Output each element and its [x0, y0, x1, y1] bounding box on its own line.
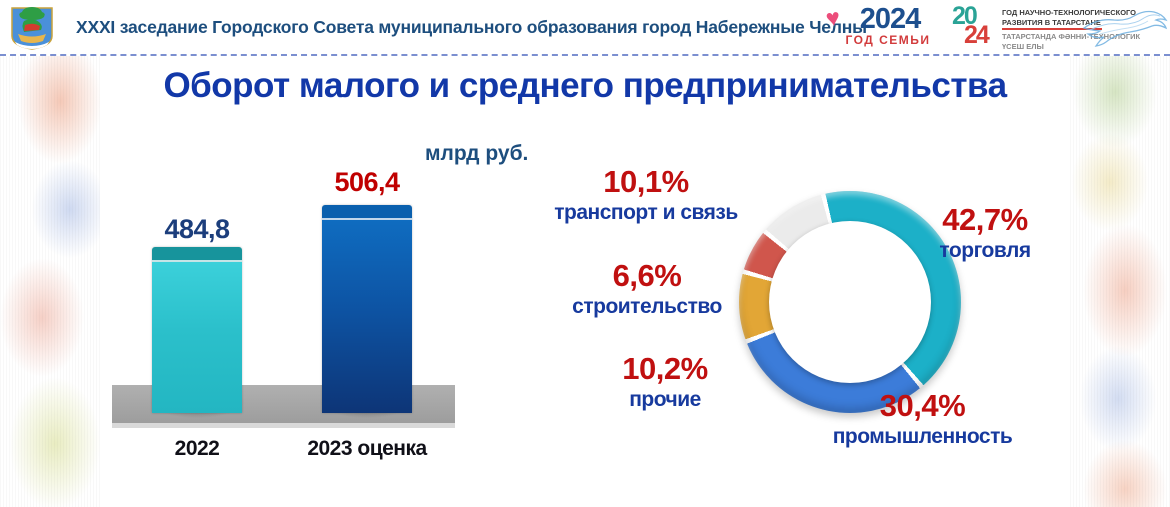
tech-year-line2: РАЗВИТИЯ В ТАТАРСТАНЕ: [1002, 17, 1101, 27]
tech-year-2024-logo: 20 24 ГОД НАУЧНО-ТЕХНОЛОГИЧЕСКОГО РАЗВИТ…: [952, 2, 1168, 52]
donut-pct-trade: 42,7%: [942, 202, 1028, 237]
header-separator-dashed-line: [0, 54, 1170, 56]
donut-label-industry: 30,4% промышленность: [800, 388, 1045, 448]
donut-label-construction: 6,6% строительство: [547, 258, 747, 318]
donut-label-other: 10,2% прочие: [565, 351, 765, 411]
tech-year-line3: ТАТАРСТАНДА ФӘННИ-ТЕХНОЛОГИК: [1002, 32, 1141, 41]
family-year-2024-logo: ♥ 2024 ГОД СЕМЬИ: [824, 3, 942, 47]
snow-leopard-icon: [1080, 4, 1168, 57]
bar-2022-body: [152, 262, 242, 413]
bar-2022-top-cap: [152, 247, 242, 262]
right-wave-decoration: [1070, 56, 1170, 507]
tech-year-line1: ГОД НАУЧНО-ТЕХНОЛОГИЧЕСКОГО: [1002, 8, 1137, 17]
tech-year-24: 24: [964, 21, 990, 49]
family-year-caption: ГОД СЕМЬИ: [845, 33, 931, 47]
bar-2022: [152, 247, 242, 413]
left-wave-decoration: [0, 56, 100, 507]
donut-name-industry: промышленность: [832, 424, 1013, 448]
donut-name-transport: транспорт и связь: [554, 200, 738, 224]
page-title: Оборот малого и среднего предприниматель…: [163, 66, 1007, 105]
tech-year-number: 20 24: [952, 2, 998, 50]
city-coat-of-arms-icon: [10, 4, 54, 56]
tech-year-underline: [1002, 28, 1102, 30]
donut-pct-industry: 30,4%: [879, 388, 966, 423]
slide-header: XXXI заседание Городского Совета муницип…: [0, 0, 1170, 54]
family-year-number: 2024: [859, 3, 922, 35]
bar-2023-body: [322, 220, 412, 413]
donut-label-trade: 42,7% торговля: [885, 202, 1085, 262]
donut-name-other: прочие: [629, 387, 701, 411]
bar-2023: [322, 205, 412, 413]
bar-chart-unit-label: млрд руб.: [425, 142, 529, 165]
donut-name-construction: строительство: [572, 294, 722, 318]
donut-pct-transport: 10,1%: [603, 164, 689, 199]
bar-category-2023: 2023 оценка: [307, 437, 427, 460]
tech-year-20: 20: [952, 2, 978, 30]
donut-pct-construction: 6,6%: [612, 258, 682, 293]
bar-category-2022: 2022: [174, 437, 220, 460]
donut-pct-other: 10,2%: [622, 351, 708, 386]
donut-name-trade: торговля: [939, 238, 1031, 262]
bar-value-2023: 506,4: [334, 167, 400, 197]
tech-year-text: ГОД НАУЧНО-ТЕХНОЛОГИЧЕСКОГО РАЗВИТИЯ В Т…: [1002, 8, 1141, 51]
header-title: XXXI заседание Городского Совета муницип…: [76, 17, 867, 37]
tech-year-line4: ҮСЕШ ЕЛЫ: [1002, 41, 1044, 51]
donut-label-transport: 10,1% транспорт и связь: [546, 164, 746, 224]
bar-value-2022: 484,8: [164, 214, 230, 244]
bar-2023-top-cap: [322, 205, 412, 220]
donut-ring: [739, 191, 961, 413]
